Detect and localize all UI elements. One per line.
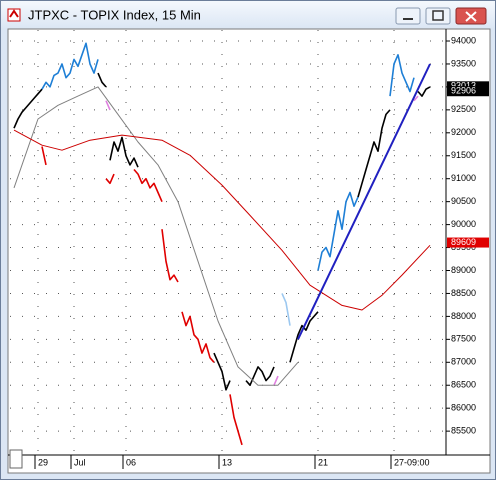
x-tick-label: 06 [126,457,136,467]
price-label: 89609 [451,237,476,247]
price-label: 93013 [451,81,476,91]
x-tick-label: 29 [38,457,48,467]
button-glyph [432,10,444,21]
x-tick-label: 27-09:00 [394,457,430,467]
price-label-box [447,86,489,97]
price-line [41,146,47,166]
price-label: 92906 [451,86,476,96]
price-line [357,109,391,198]
minimize-button[interactable] [395,7,421,25]
y-tick-label: 92000 [451,127,476,137]
price-line [389,54,415,97]
price-line [13,88,43,129]
y-tick-label: 91000 [451,173,476,183]
price-line [133,168,163,203]
window-title: JTPXC - TOPIX Index, 15 Min [28,7,201,22]
price-line [281,293,291,326]
grid [10,30,446,455]
app-icon-glyph [9,9,19,18]
y-tick-label: 90000 [451,219,476,229]
button-glyph [465,11,477,22]
button-frame[interactable] [395,7,421,25]
maximize-button[interactable] [425,7,451,25]
scroll-box[interactable] [9,449,23,469]
y-tick-label: 85500 [451,426,476,436]
x-tick-label: 13 [222,457,232,467]
price-line [13,129,431,311]
price-label-box [447,237,489,248]
price-line [181,311,215,363]
x-tick-label: Jul [74,457,86,467]
price-line [41,42,99,90]
y-tick-label: 89000 [451,265,476,275]
price-line [317,191,359,271]
plot [13,42,431,446]
axes: 85500 86000 86500 87000 87500 88000 88500 89000… [34,35,489,469]
app-icon [7,8,21,22]
price-line [105,100,111,111]
price-line [105,173,115,185]
y-tick-label: 94000 [451,35,476,45]
close-button[interactable] [455,7,487,25]
x-tick-label: 21 [318,457,328,467]
y-tick-label: 92500 [451,104,476,114]
price-line [229,394,243,446]
price-line [109,136,139,168]
chart-area [7,28,491,474]
y-tick-label: 93500 [451,58,476,68]
y-tick-label: 91500 [451,150,476,160]
y-tick-label: 87500 [451,334,476,344]
button-frame[interactable] [425,7,451,25]
price-line [213,352,231,391]
price-line [161,229,179,283]
y-tick-label: 88500 [451,288,476,298]
price-line [245,366,275,386]
price-line [273,375,279,386]
y-tick-label: 87000 [451,357,476,367]
price-line [13,86,299,386]
y-tick-label: 88000 [451,311,476,321]
price-line [417,86,431,97]
y-tick-label: 86500 [451,380,476,390]
price-line [97,72,107,88]
price-line [413,95,419,102]
y-tick-label: 90500 [451,196,476,206]
price-line [297,63,431,340]
y-tick-label: 86000 [451,403,476,413]
